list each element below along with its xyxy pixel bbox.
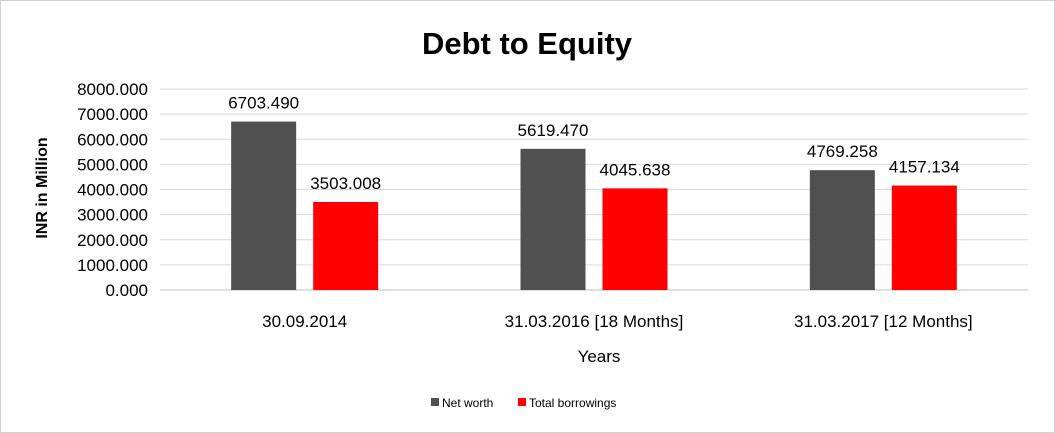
bar-value-label: 6703.490 (228, 94, 299, 113)
bar (891, 185, 957, 290)
x-category-label: 30.09.2014 (262, 312, 347, 331)
bar (231, 121, 297, 290)
y-tick-label: 6000.000 (77, 130, 148, 149)
bar (809, 170, 875, 290)
x-axis-title: Years (578, 347, 621, 366)
legend-swatch (431, 398, 439, 406)
legend-swatch (518, 398, 526, 406)
legend-label: Net worth (442, 396, 493, 410)
y-tick-label: 3000.000 (77, 206, 148, 225)
bar-value-label: 4157.134 (889, 158, 960, 177)
gridlines (160, 88, 1028, 291)
y-tick-label: 8000.000 (77, 80, 148, 99)
bars (231, 121, 957, 290)
y-tick-label: 5000.000 (77, 155, 148, 174)
legend-item: Total borrowings (518, 396, 616, 410)
bar-value-label: 4769.258 (807, 142, 878, 161)
bar-value-label: 5619.470 (518, 121, 589, 140)
bar-value-label: 4045.638 (600, 160, 671, 179)
bar-value-label: 3503.008 (310, 174, 381, 193)
y-tick-label: 1000.000 (77, 256, 148, 275)
bar (602, 188, 668, 290)
x-category-label: 31.03.2016 [18 Months] (505, 312, 684, 331)
y-tick-label: 7000.000 (77, 105, 148, 124)
x-axis-categories: 30.09.2014 31.03.2016 [18 Months] 31.03.20… (262, 312, 973, 331)
y-tick-label: 0.000 (105, 281, 148, 300)
legend-label: Total borrowings (529, 396, 616, 410)
y-axis-title: INR in Million (34, 137, 51, 238)
y-axis-ticks: 0.000 1000.000 2000.000 3000.000 4000.000 500… (77, 80, 148, 300)
bar-data-labels: 6703.490 3503.008 5619.470 4045.638 4769.258… (228, 94, 960, 193)
x-category-label: 31.03.2017 [12 Months] (794, 312, 973, 331)
bar (520, 148, 586, 290)
legend-item: Net worth (431, 396, 493, 410)
legend: Net worth Total borrowings (431, 396, 616, 410)
bar (313, 201, 379, 290)
y-tick-label: 4000.000 (77, 181, 148, 200)
y-tick-label: 2000.000 (77, 231, 148, 250)
chart-title: Debt to Equity (422, 26, 633, 61)
